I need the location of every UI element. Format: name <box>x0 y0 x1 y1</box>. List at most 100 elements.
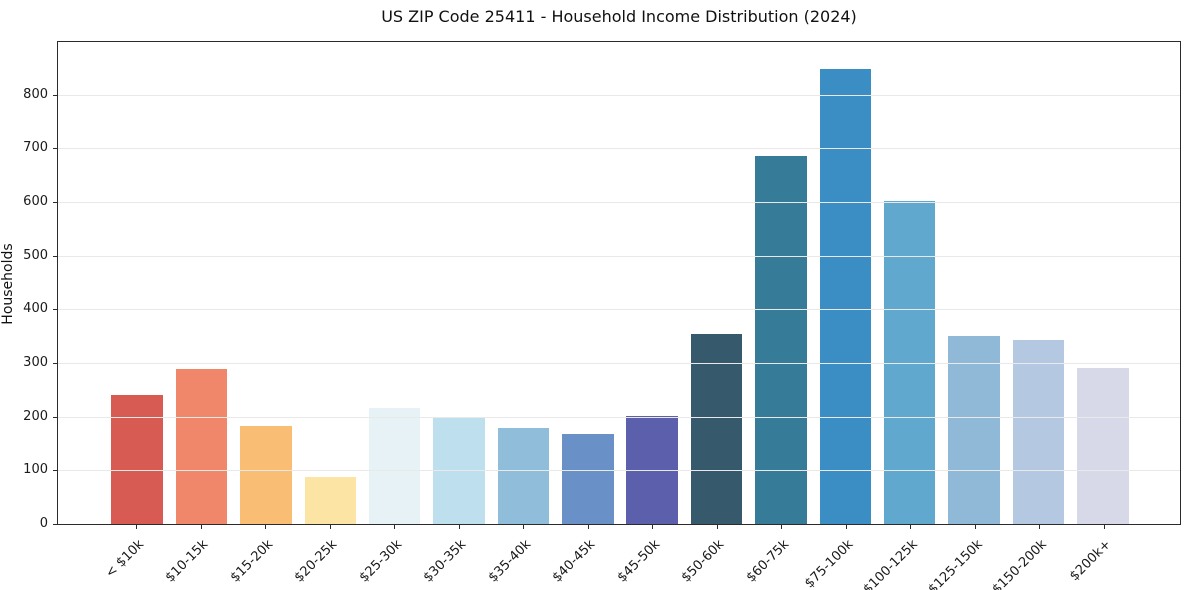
x-tick-label: $200k+ <box>1067 537 1115 585</box>
x-tick-mark <box>1103 525 1105 529</box>
x-tick-label: $15-20k <box>227 537 276 586</box>
x-tick-label: $50-60k <box>678 537 728 586</box>
x-tick-label: $60-75k <box>743 537 792 586</box>
x-tick-label: $45-50k <box>614 537 663 586</box>
bar-slot <box>1006 42 1070 524</box>
y-tick-mark <box>53 470 57 472</box>
bar-slot <box>105 42 169 524</box>
x-slot: < $10k <box>102 525 169 589</box>
y-tick-label: 600 <box>23 193 48 209</box>
bar <box>948 336 1000 524</box>
y-tick-label: 500 <box>23 247 48 263</box>
x-slot: $150-200k <box>990 525 1072 590</box>
x-tick-mark <box>716 525 718 529</box>
bar-slot <box>169 42 233 524</box>
y-tick-mark <box>53 255 57 257</box>
x-tick-label: $10-15k <box>162 537 212 586</box>
y-tick-mark <box>53 309 57 311</box>
y-tick-mark <box>53 94 57 96</box>
bar-slot <box>556 42 620 524</box>
x-tick-mark <box>200 525 202 529</box>
x-tick-mark <box>781 525 783 529</box>
x-tick-mark <box>394 525 396 529</box>
x-tick-mark <box>136 525 138 529</box>
x-slot: $30-35k <box>421 525 492 589</box>
y-tick-label: 100 <box>23 462 48 478</box>
plot-area <box>57 41 1181 525</box>
y-tick-label: 700 <box>23 140 48 156</box>
x-tick-mark <box>845 525 847 529</box>
x-slot: $20-25k <box>292 525 363 589</box>
y-tick-mark <box>53 362 57 364</box>
bar <box>819 68 872 524</box>
gridline <box>58 201 1180 203</box>
x-axis: < $10k $10-15k $15-20k $20-25k $25-30k $30-35… <box>57 525 1181 590</box>
x-tick-mark <box>265 525 267 529</box>
x-tick-mark <box>523 525 525 529</box>
gridline <box>58 362 1180 364</box>
gridline <box>58 309 1180 311</box>
bar-slot <box>427 42 491 524</box>
x-tick-label: $30-35k <box>420 537 470 586</box>
x-slot: $40-45k <box>550 525 621 589</box>
x-slot: $25-30k <box>356 525 427 589</box>
bar-slot <box>1071 42 1135 524</box>
y-tick-mark <box>53 201 57 203</box>
bar <box>755 156 807 524</box>
x-tick-label: $35-40k <box>485 537 534 586</box>
y-tick-mark <box>53 148 57 150</box>
x-tick-mark <box>458 525 460 529</box>
bar <box>883 200 936 524</box>
bar-slot <box>684 42 748 524</box>
x-tick-mark <box>329 525 331 529</box>
bars-row <box>58 42 1180 524</box>
y-tick-label: 300 <box>23 354 48 370</box>
x-slot: $100-125k <box>861 525 943 590</box>
bar-slot <box>234 42 298 524</box>
bar <box>690 334 743 524</box>
bar-slot <box>749 42 813 524</box>
x-slot: $15-20k <box>227 525 298 589</box>
bar <box>304 477 357 524</box>
x-tick-mark <box>910 525 912 529</box>
y-tick-label: 200 <box>23 408 48 424</box>
bar-slot <box>298 42 362 524</box>
x-slot: $75-100k <box>802 525 879 590</box>
bar <box>175 369 228 524</box>
bar <box>562 433 614 524</box>
x-slot: $60-75k <box>743 525 814 589</box>
x-tick-label: $40-45k <box>549 537 599 586</box>
bar-slot <box>813 42 877 524</box>
bar <box>1012 340 1065 524</box>
bar <box>240 426 292 524</box>
x-tick-mark <box>974 525 976 529</box>
bar-slot <box>363 42 427 524</box>
y-tick-label: 0 <box>39 516 48 531</box>
bar-slot <box>942 42 1006 524</box>
y-axis: 0 100 200 300 400 500 600 700 800 <box>0 41 57 531</box>
gridline <box>58 470 1180 472</box>
x-tick-label: $20-25k <box>291 537 341 586</box>
x-slot: $50-60k <box>679 525 750 589</box>
bar <box>626 415 678 524</box>
bar-slot <box>491 42 555 524</box>
y-tick-mark <box>53 416 57 418</box>
y-tick-mark <box>53 524 57 525</box>
gridline <box>58 416 1180 418</box>
bar <box>368 408 421 524</box>
x-tick-mark <box>587 525 589 529</box>
x-tick-mark <box>1039 525 1041 529</box>
x-slot: $10-15k <box>163 525 234 589</box>
x-tick-label: $25-30k <box>356 537 405 586</box>
x-slot: $35-40k <box>485 525 556 589</box>
bar <box>111 395 163 524</box>
chart-title: US ZIP Code 25411 - Household Income Dis… <box>381 7 857 26</box>
gridline <box>58 148 1180 150</box>
x-slot: $200k+ <box>1067 525 1137 589</box>
bar <box>497 427 550 524</box>
y-tick-label: 400 <box>23 301 48 317</box>
x-tick-label: < $10k <box>102 537 147 582</box>
bar <box>1077 368 1129 524</box>
x-slot: $45-50k <box>614 525 685 589</box>
